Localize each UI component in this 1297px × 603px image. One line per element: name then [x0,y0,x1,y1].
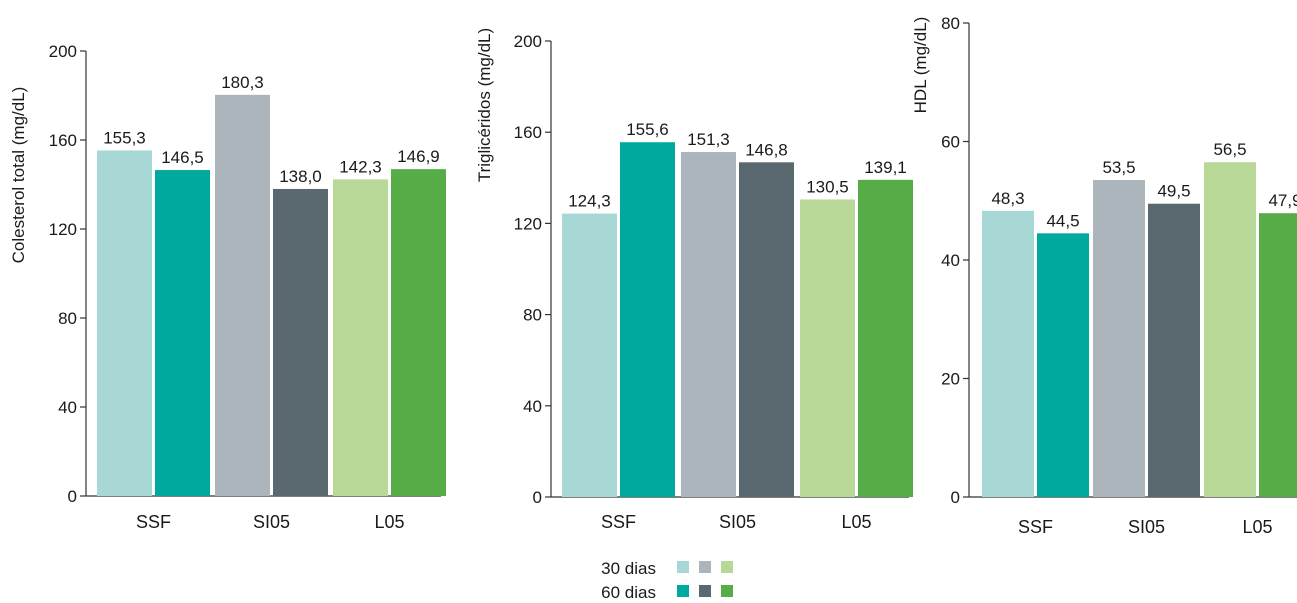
y-axis-label: Triglicéridos (mg/dL) [475,28,494,182]
legend-swatch [677,561,689,573]
legend-swatch [677,585,689,597]
y-tick-label: 160 [49,131,77,150]
bar-l05-60-dias [858,179,913,498]
y-tick-label: 20 [941,370,960,389]
y-tick-label: 80 [523,306,542,325]
bar-value-label: 44,5 [1046,211,1079,230]
bar-value-label: 48,3 [991,189,1024,208]
bar-value-label: 47,9 [1268,191,1297,210]
bar-value-label: 155,6 [626,120,669,139]
x-category-label: L05 [1242,517,1272,537]
bar-value-label: 146,5 [161,148,204,167]
bar-ssf-30-dias [562,213,617,497]
bar-value-label: 49,5 [1157,182,1190,201]
bar-value-label: 180,3 [221,73,264,92]
x-category-label: SI05 [719,512,756,532]
x-category-label: L05 [841,512,871,532]
y-tick-label: 0 [68,487,77,506]
bar-l05-30-dias [1204,162,1256,498]
legend-swatch [699,585,711,597]
bar-l05-60-dias [1259,213,1297,497]
chart-panel-2: 0 40 80 120 160 200 Triglicéridos (mg/dL) 124,3… [475,28,913,532]
legend-label: 60 dias [601,583,656,602]
bar-value-label: 139,1 [864,158,907,177]
x-category-label: SSF [136,512,171,532]
bar-value-label: 56,5 [1213,140,1246,159]
bar-value-label: 138,0 [279,167,322,186]
y-tick-label: 80 [941,14,960,33]
x-category-label: SI05 [1128,517,1165,537]
x-category-label: SI05 [253,512,290,532]
bar-si05-30-dias [681,152,736,497]
bar-value-label: 53,5 [1102,158,1135,177]
bar-value-label: 155,3 [103,128,146,147]
legend-swatch [721,561,733,573]
chart-panel-3: 0 20 40 60 80 HDL (mg/dL) 48,3 44,5 SSF 53,5 49,5 S… [911,14,1297,537]
bar-l05-30-dias [800,199,855,497]
bar-si05-30-dias [215,94,270,497]
y-tick-label: 40 [523,397,542,416]
y-tick-label: 60 [941,133,960,152]
bar-value-label: 146,8 [745,140,788,159]
bar-ssf-60-dias [620,142,675,497]
y-axis-label: HDL (mg/dL) [911,17,930,114]
y-tick-label: 40 [941,251,960,270]
bar-value-label: 124,3 [568,192,611,211]
bar-value-label: 142,3 [339,157,382,176]
x-category-label: SSF [1018,517,1053,537]
legend-label: 30 dias [601,559,656,578]
legend: 30 dias 60 dias [601,559,733,602]
y-tick-label: 200 [49,42,77,61]
bar-ssf-30-dias [982,210,1034,497]
y-tick-label: 160 [514,123,542,142]
bar-value-label: 130,5 [806,177,849,196]
bar-value-label: 151,3 [687,130,730,149]
y-tick-label: 80 [58,309,77,328]
y-axis-label: Colesterol total (mg/dL) [9,87,28,264]
bar-ssf-60-dias [155,170,210,496]
y-tick-label: 120 [514,214,542,233]
y-tick-label: 40 [58,398,77,417]
bar-ssf-60-dias [1037,233,1089,497]
x-category-label: SSF [601,512,636,532]
y-tick-label: 120 [49,220,77,239]
bar-l05-30-dias [333,179,388,496]
y-tick-label: 0 [533,488,542,507]
legend-swatch [699,561,711,573]
legend-swatch [721,585,733,597]
bar-ssf-30-dias [97,150,152,496]
chart-panel-1: 0 40 80 120 160 200 Colesterol total (mg/dL) 15… [9,42,446,532]
bar-l05-60-dias [391,169,446,496]
bar-si05-60-dias [273,188,328,496]
bar-si05-60-dias [1148,203,1200,497]
bar-si05-30-dias [1093,180,1145,497]
bar-value-label: 146,9 [397,147,440,166]
x-category-label: L05 [374,512,404,532]
bar-si05-60-dias [739,162,794,497]
y-tick-label: 0 [951,488,960,507]
y-tick-label: 200 [514,32,542,51]
